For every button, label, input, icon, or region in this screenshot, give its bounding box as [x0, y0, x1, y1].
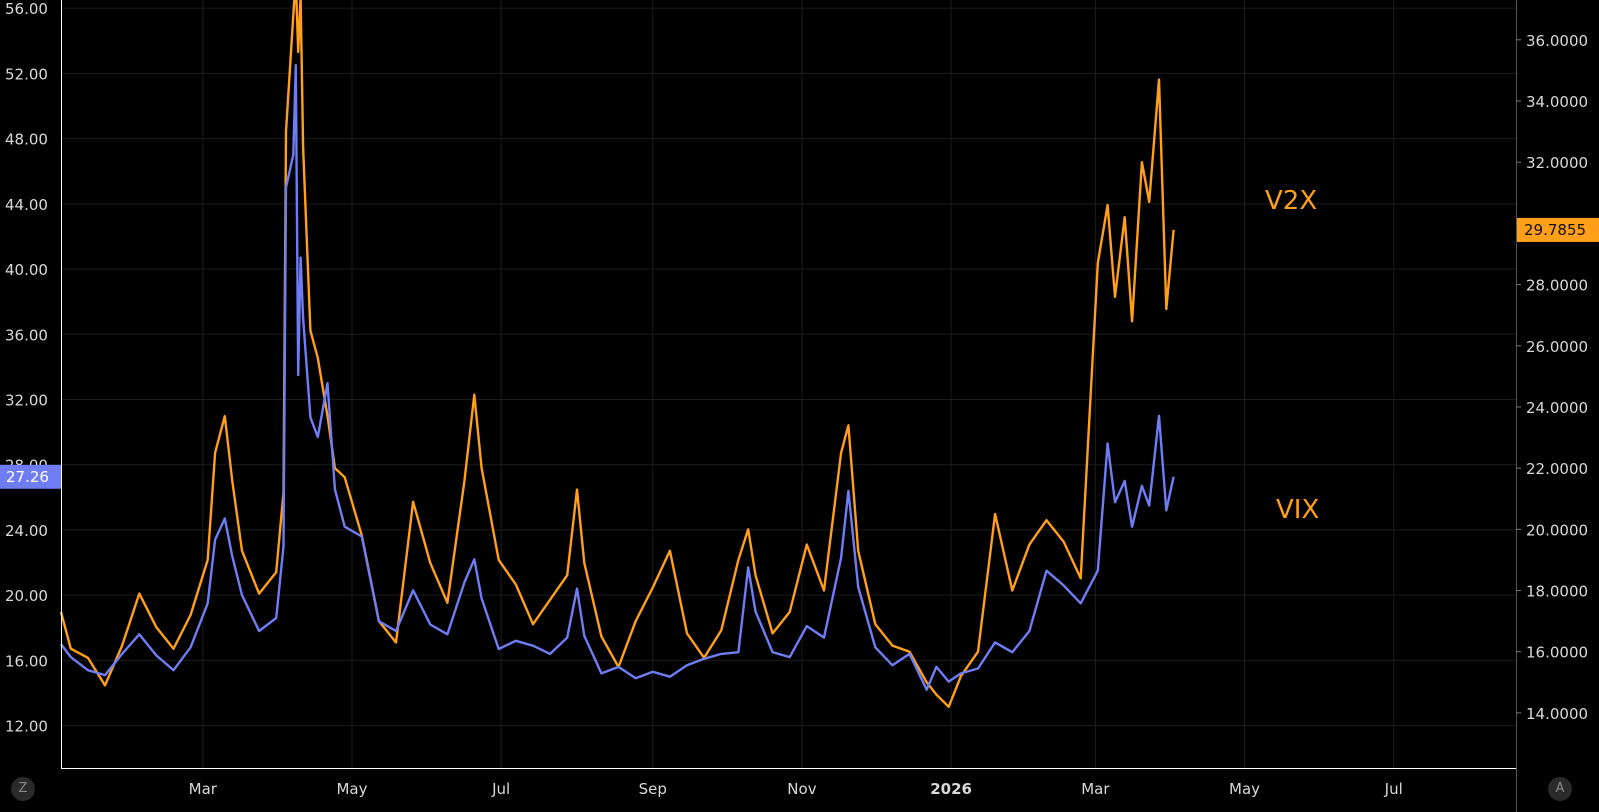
vix-last-value-badge	[0, 464, 61, 489]
x-tick-label: May	[336, 780, 367, 798]
v2x-last-value-text: 29.7855	[1524, 221, 1586, 239]
left-tick-label: 40.00	[5, 261, 48, 279]
left-tick-label: 36.00	[5, 326, 48, 344]
right-tick-label: 32.0000	[1526, 154, 1588, 172]
left-tick-label: 24.00	[5, 522, 48, 540]
left-tick-label: 12.00	[5, 718, 48, 736]
left-tick-label: 16.00	[5, 652, 48, 670]
x-tick-label: 2026	[930, 780, 972, 798]
x-axis-ticks[interactable]: Mar May Jul Sep Nov 2026 Mar May Jul	[189, 780, 1403, 798]
x-tick-label: Mar	[1081, 780, 1110, 798]
right-tick-label: 34.0000	[1526, 93, 1588, 111]
right-tick-label: 36.0000	[1526, 32, 1588, 50]
vix-last-value-text: 27.26	[6, 468, 49, 486]
right-tick-label: 16.0000	[1526, 644, 1588, 662]
plot-area[interactable]	[59, 0, 1175, 708]
right-axis-ticks[interactable]: 14.0000 16.0000 18.0000 20.0000 22.0000 24.00…	[1516, 32, 1588, 723]
scale-mode-z-button[interactable]: Z	[11, 777, 35, 801]
v2x-annotation: V2X	[1265, 186, 1317, 216]
vix-annotation: VIX	[1276, 495, 1319, 525]
left-tick-label: 32.00	[5, 391, 48, 409]
right-tick-label: 22.0000	[1526, 460, 1588, 478]
right-tick-label: 18.0000	[1526, 583, 1588, 601]
right-tick-label: 26.0000	[1526, 338, 1588, 356]
series-line-vix[interactable]	[60, 64, 1175, 691]
series-line-v2x[interactable]	[59, 0, 1175, 708]
left-tick-label: 56.00	[5, 0, 48, 18]
x-tick-label: Mar	[189, 780, 218, 798]
v2x-last-value-badge	[1517, 217, 1599, 242]
left-tick-label: 44.00	[5, 196, 48, 214]
left-axis-ticks[interactable]: 12.0016.0020.0024.0028.0032.0036.0040.00…	[5, 0, 48, 735]
right-tick-label: 14.0000	[1526, 705, 1588, 723]
x-tick-label: Sep	[639, 780, 667, 798]
right-tick-label: 28.0000	[1526, 277, 1588, 295]
right-tick-label: 24.0000	[1526, 399, 1588, 417]
x-tick-label: Jul	[1384, 780, 1403, 798]
x-tick-label: Jul	[491, 780, 510, 798]
left-tick-label: 52.00	[5, 65, 48, 83]
auto-scale-a-button[interactable]: A	[1548, 777, 1572, 801]
right-tick-label: 20.0000	[1526, 521, 1588, 539]
left-tick-label: 48.00	[5, 131, 48, 149]
x-tick-label: May	[1229, 780, 1260, 798]
x-tick-label: Nov	[787, 780, 816, 798]
left-tick-label: 20.00	[5, 587, 48, 605]
grid	[61, 0, 1516, 768]
last-value-badges: 27.26 29.7855	[0, 217, 1599, 489]
